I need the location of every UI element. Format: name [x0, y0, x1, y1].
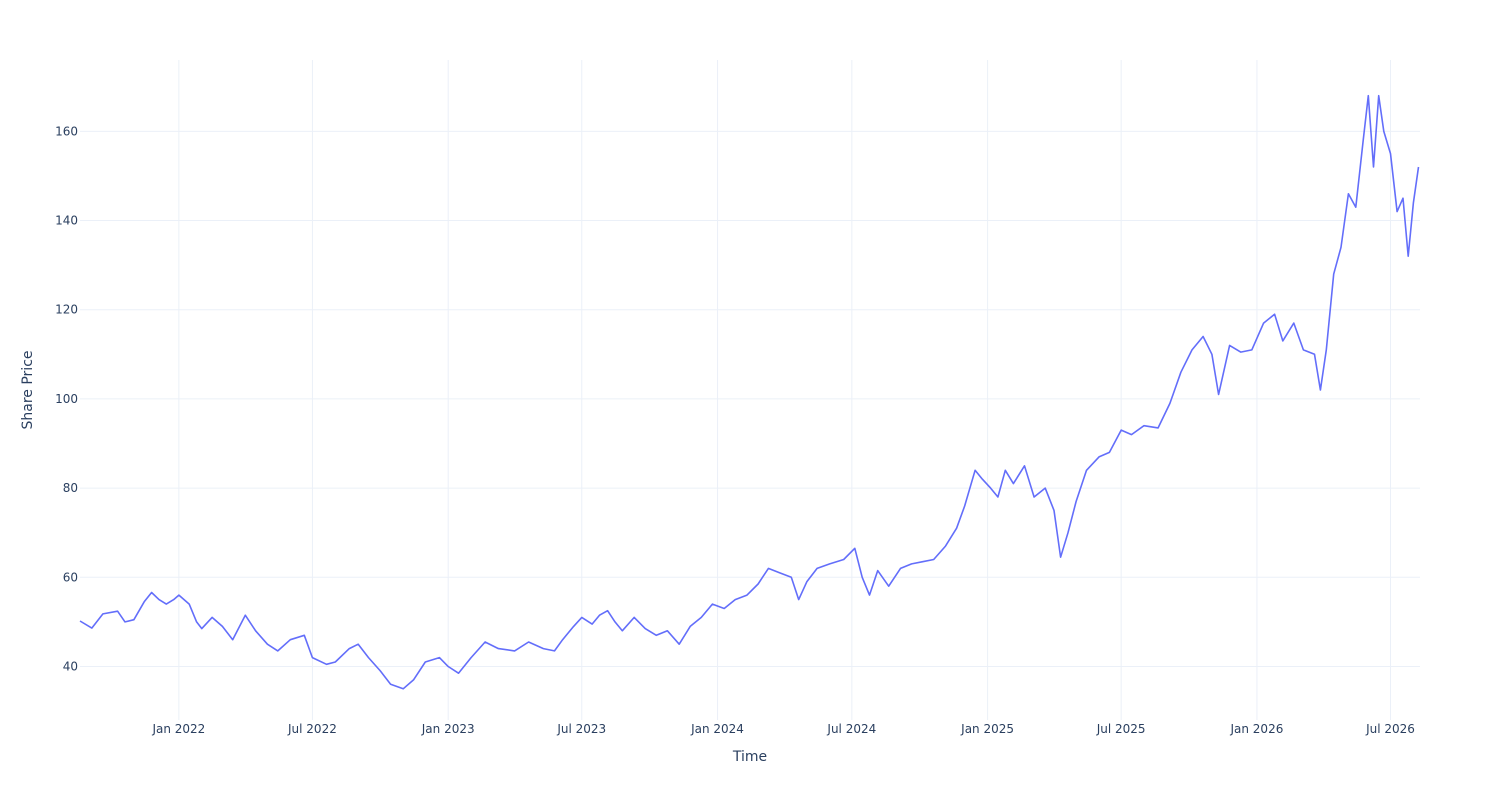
x-tick-label: Jul 2022	[287, 722, 337, 736]
x-tick-label: Jan 2026	[1229, 722, 1283, 736]
x-tick-label: Jan 2022	[151, 722, 205, 736]
x-tick-label: Jan 2025	[960, 722, 1014, 736]
x-tick-label: Jan 2023	[421, 722, 475, 736]
x-tick-label: Jul 2024	[826, 722, 876, 736]
y-tick-label: 40	[63, 659, 78, 673]
x-tick-label: Jul 2025	[1096, 722, 1146, 736]
y-tick-label: 100	[55, 392, 78, 406]
share-price-series-line	[79, 94, 1420, 690]
y-tick-label: 140	[55, 214, 78, 228]
y-tick-label: 80	[63, 481, 78, 495]
y-tick-label: 60	[63, 570, 78, 584]
y-tick-label: 160	[55, 124, 78, 138]
x-axis-title: Time	[732, 749, 767, 765]
y-axis-title: Share Price	[20, 350, 36, 429]
y-gridlines	[80, 130, 1420, 667]
series-layer	[79, 94, 1420, 690]
y-tick-label: 120	[55, 303, 78, 317]
x-gridlines	[178, 60, 1391, 720]
x-tick-label: Jul 2026	[1365, 722, 1415, 736]
y-tick-labels: 40 60 80 100 120 140 160	[55, 124, 78, 673]
x-tick-labels: Jan 2022 Jul 2022 Jan 2023 Jul 2023 Jan 2024…	[151, 722, 1414, 736]
x-tick-label: Jan 2024	[690, 722, 744, 736]
x-tick-label: Jul 2023	[556, 722, 606, 736]
